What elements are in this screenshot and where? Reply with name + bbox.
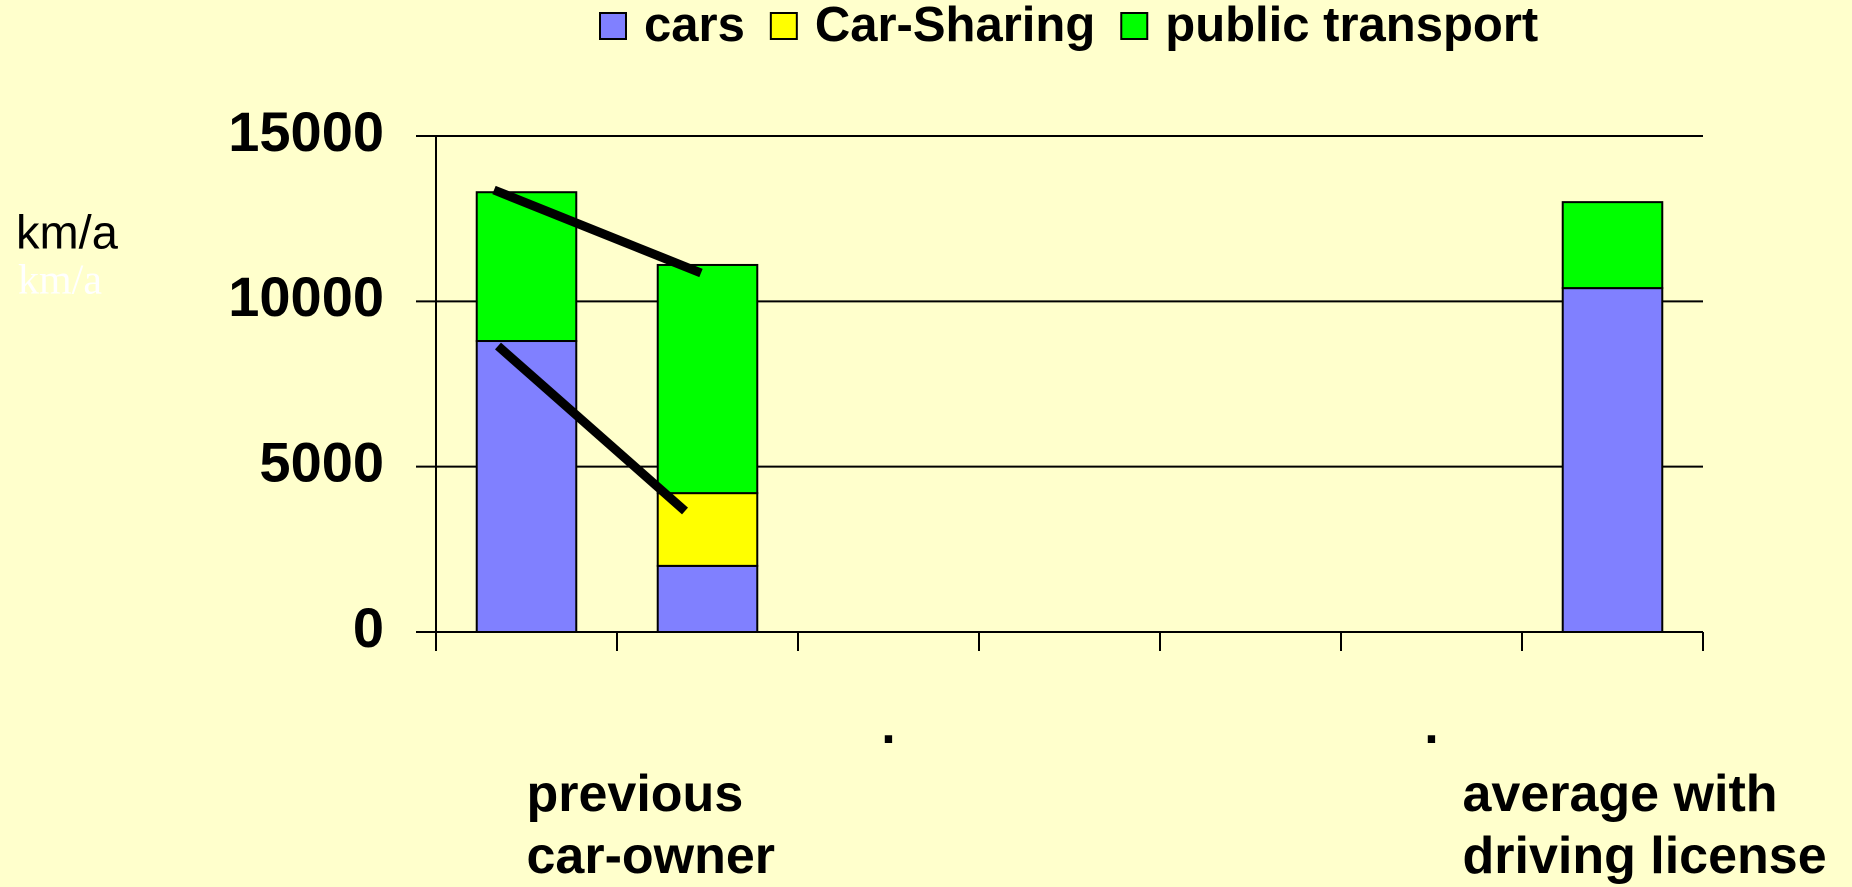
x-tick-label: . — [1424, 697, 1439, 755]
annotation-line — [495, 342, 688, 515]
y-axis-label: km/a — [16, 205, 119, 258]
bar-segment — [1561, 287, 1664, 633]
legend-swatch — [769, 12, 798, 40]
bar-segment — [1561, 201, 1664, 290]
x-tick-label: . — [881, 697, 896, 755]
y-tick-label: 5000 — [259, 430, 384, 493]
annotation-line — [492, 185, 703, 278]
y-tick-label: 10000 — [228, 265, 384, 328]
legend-label: Car-Sharing — [815, 0, 1095, 52]
legend-label: cars — [644, 0, 745, 52]
x-tick-label: average with driving license — [1462, 765, 1827, 885]
y-axis-label-shadow: km/a — [18, 258, 102, 304]
bar-segment — [656, 263, 759, 495]
legend-swatch — [1120, 12, 1149, 40]
legend-label: public transport — [1165, 0, 1538, 52]
legend-swatch — [599, 12, 627, 40]
bar-segment — [656, 492, 759, 567]
x-tick-label: previous car-owner — [526, 765, 776, 885]
y-tick-label: 0 — [353, 596, 384, 659]
bar-segment — [475, 340, 578, 633]
bar-segment — [656, 564, 759, 633]
y-tick-label: 15000 — [228, 100, 384, 163]
plot: 0 5000 10000 15000 — [228, 100, 1704, 659]
